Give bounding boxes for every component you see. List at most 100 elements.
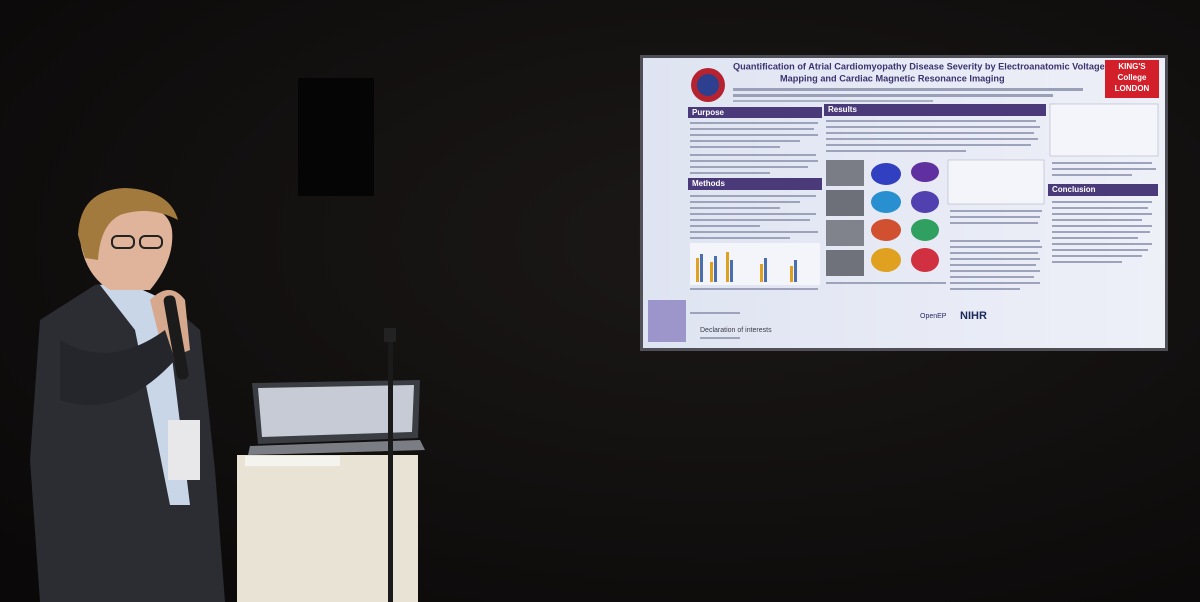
caption <box>1052 168 1156 170</box>
microphone <box>163 295 189 380</box>
body-text <box>950 210 1042 290</box>
figure-bars <box>764 258 767 282</box>
body-text <box>690 213 816 215</box>
figure-bars <box>726 252 729 282</box>
loudspeaker <box>298 78 374 196</box>
hair <box>78 188 178 260</box>
glasses <box>139 235 163 249</box>
poster-title: Mapping and Cardiac Magnetic Resonance I… <box>780 73 1005 83</box>
image-grid <box>826 220 864 246</box>
image-grid <box>871 248 901 272</box>
body-text <box>690 122 818 174</box>
body-text <box>950 216 1040 218</box>
body-text <box>690 195 818 239</box>
body-text <box>1052 207 1148 209</box>
body-text <box>690 154 816 156</box>
image-grid <box>911 162 939 182</box>
body-text <box>826 132 1034 134</box>
caption <box>1052 162 1152 164</box>
body-text <box>690 160 818 162</box>
glasses <box>111 235 135 249</box>
image-grid <box>911 248 939 272</box>
body-text <box>690 140 800 142</box>
body-text <box>826 144 1031 146</box>
logo-text: LONDON <box>1115 84 1150 93</box>
section-header <box>1048 184 1158 196</box>
crest-inner <box>697 74 719 96</box>
logo-text: KING'S <box>1118 62 1146 71</box>
contact <box>690 312 740 314</box>
figure-bars <box>696 258 699 282</box>
body-text <box>950 288 1020 290</box>
body-text <box>690 237 790 239</box>
body-text <box>950 240 1040 242</box>
caption <box>1052 162 1156 176</box>
image-grid <box>911 191 939 213</box>
body-text <box>690 195 816 197</box>
body-text <box>826 120 1036 122</box>
body-text <box>1052 231 1150 233</box>
body-text <box>950 264 1036 266</box>
figure-bars <box>696 252 797 282</box>
section-title: Results <box>828 105 857 114</box>
body-text <box>690 146 780 148</box>
body-text <box>826 138 1038 140</box>
section-title: Methods <box>692 179 725 188</box>
laptop-screen <box>258 385 414 437</box>
section-header <box>688 107 822 118</box>
declaration-text <box>700 337 740 339</box>
figure-bars <box>700 254 703 282</box>
body-text <box>690 172 770 174</box>
badge <box>168 420 200 480</box>
body-text <box>950 246 1042 248</box>
body-text <box>1052 219 1142 221</box>
caption <box>826 282 946 284</box>
podium <box>237 455 418 602</box>
image-grid <box>826 190 864 216</box>
body-text <box>950 258 1040 260</box>
image-grid <box>826 250 864 276</box>
figure-bars <box>710 262 713 282</box>
heart-graphic <box>648 300 686 342</box>
body-text <box>950 210 1042 212</box>
survival-figure <box>1049 103 1159 157</box>
section-title: Purpose <box>692 108 725 117</box>
body-text <box>950 282 1040 284</box>
body-text <box>950 252 1038 254</box>
affiliations <box>733 100 933 102</box>
body-text <box>1052 261 1122 263</box>
poster-title: Quantification of Atrial Cardiomyopathy … <box>733 61 1105 71</box>
figure-bars <box>714 256 717 282</box>
body-text <box>950 222 1038 224</box>
image-grid <box>871 191 901 213</box>
body-text <box>690 128 814 130</box>
body-text <box>826 126 1040 128</box>
body-text <box>690 122 818 124</box>
body-text <box>1052 201 1152 203</box>
body-text <box>690 225 760 227</box>
body-text <box>1052 243 1152 245</box>
body-text <box>690 231 818 233</box>
body-text <box>1052 237 1138 239</box>
figure-bars <box>760 264 763 282</box>
image-grid <box>871 163 901 185</box>
image-grid <box>826 160 939 276</box>
body-text <box>1052 225 1152 227</box>
body-text <box>1052 255 1142 257</box>
bar-figure <box>690 243 820 285</box>
body-text <box>690 219 810 221</box>
caption <box>1052 174 1132 176</box>
laptop-base <box>248 440 425 455</box>
body-text <box>1052 249 1148 251</box>
declaration: Declaration of interests <box>700 327 772 334</box>
mic-stand <box>388 330 393 602</box>
body-text <box>1052 201 1152 263</box>
sponsor: OpenEP <box>920 313 947 320</box>
body-text <box>690 134 818 136</box>
image-grid <box>871 219 901 241</box>
body-text <box>690 166 808 168</box>
authors <box>733 94 1053 97</box>
section-title: Conclusion <box>1052 185 1096 194</box>
logo-text: College <box>1118 73 1147 82</box>
section-header <box>688 178 822 190</box>
